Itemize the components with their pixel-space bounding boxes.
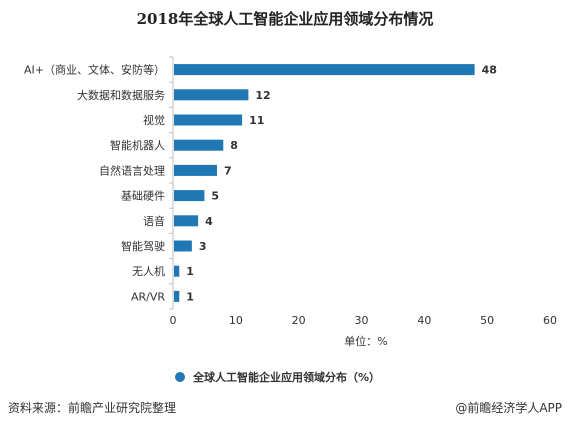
value-label: 1 [186,290,194,303]
bar [174,64,475,76]
legend-marker [175,372,185,382]
category-label: 基础硬件 [121,190,165,203]
legend-layer: 全球人工智能企业应用领域分布（%） [175,370,380,384]
x-tick-label: 40 [417,314,431,327]
x-tick-label: 30 [355,314,369,327]
value-label: 11 [249,114,264,127]
bar [174,89,249,101]
x-tick-label: 10 [229,314,243,327]
category-label: 视觉 [143,113,165,127]
value-label: 4 [205,215,213,228]
bars-layer [174,64,475,302]
bar [174,114,243,126]
source-note: 资料来源：前瞻产业研究院整理 [8,401,177,415]
x-axis-label: 单位：% [344,334,387,348]
value-label: 12 [255,89,270,102]
bar [174,240,192,252]
category-label: 智能驾驶 [121,239,165,253]
category-label: 无人机 [132,264,165,278]
x-axis-layer: 0 10 20 30 40 50 60 单位：% [169,56,557,348]
category-label: 自然语言处理 [99,163,165,177]
category-label: 智能机器人 [110,138,165,152]
category-label: AI+（商业、文体、安防等） [24,63,165,77]
bar [174,139,224,151]
category-label: 语音 [143,214,165,228]
category-label: AR/VR [131,290,165,303]
x-tick-label: 0 [170,314,177,327]
bar [174,290,180,302]
value-label: 1 [186,265,194,278]
bar [174,215,199,227]
value-label: 3 [199,240,207,253]
value-label: 7 [224,164,232,177]
x-tick-label: 60 [543,314,557,327]
value-label: 5 [211,190,219,203]
bar [174,164,217,176]
credit-note: @前瞻经济学人APP [455,401,562,415]
bar [174,190,205,202]
legend-label: 全球人工智能企业应用领域分布（%） [192,370,380,384]
bar [174,265,180,277]
value-label: 48 [482,64,497,77]
x-tick-label: 20 [292,314,306,327]
chart-title: 2018年全球人工智能企业应用领域分布情况 [136,10,434,28]
value-label: 8 [230,139,238,152]
category-label: 大数据和数据服务 [77,88,165,102]
x-tick-label: 50 [480,314,494,327]
